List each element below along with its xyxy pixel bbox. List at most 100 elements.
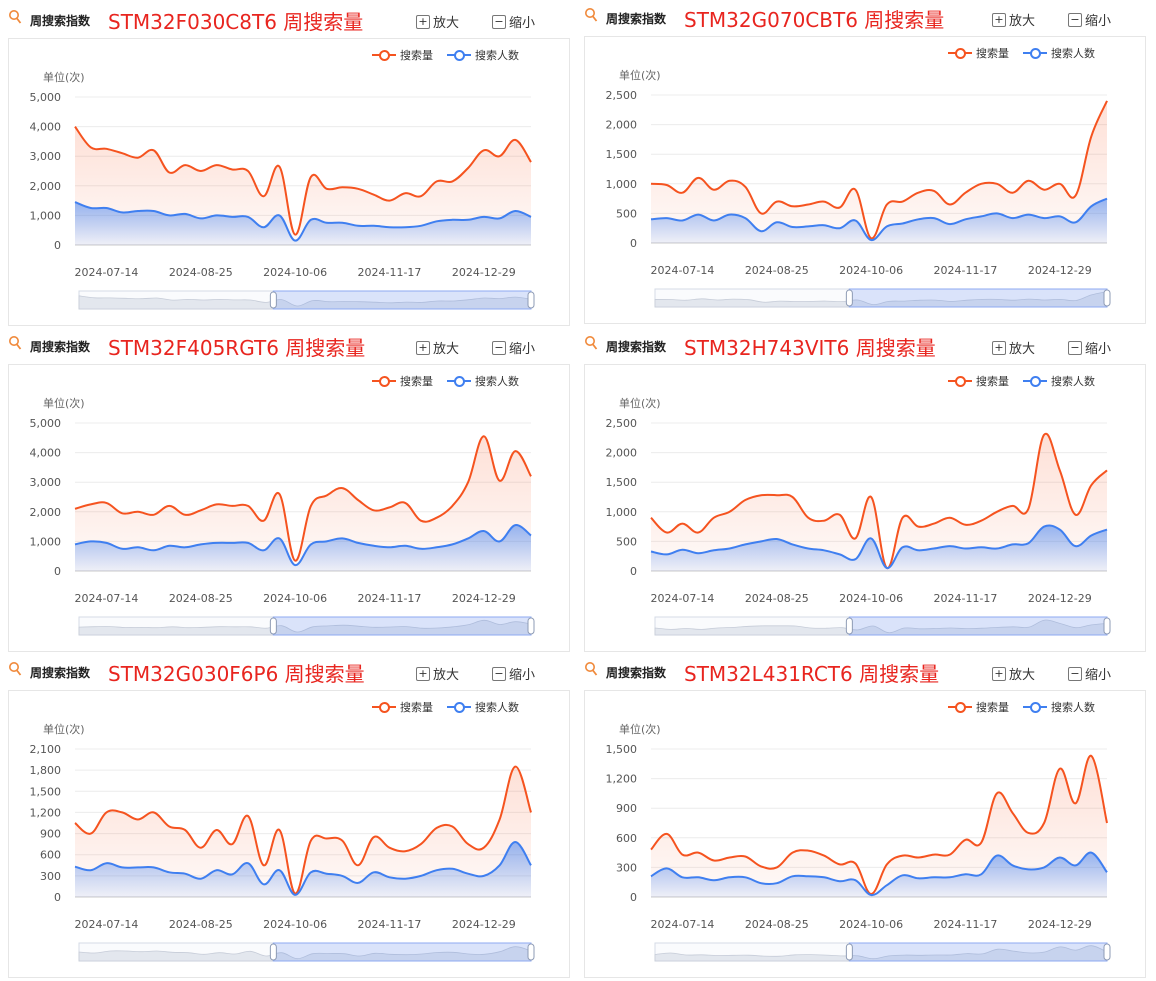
zoom-out-button[interactable]: − 缩小 bbox=[1068, 338, 1111, 357]
slider-handle[interactable] bbox=[845, 289, 853, 307]
search-area bbox=[75, 436, 531, 571]
zoom-out-button[interactable]: − 缩小 bbox=[1068, 10, 1111, 29]
chart-title: STM32H743VIT6 周搜索量 bbox=[684, 336, 936, 360]
people-series-line bbox=[650, 524, 1108, 569]
legend-item-search[interactable]: 搜索量 bbox=[372, 47, 433, 63]
slider-handle[interactable] bbox=[527, 291, 535, 309]
zoom-in-label: 放大 bbox=[1009, 668, 1036, 683]
slider-handle[interactable] bbox=[1103, 943, 1111, 961]
zoom-in-button[interactable]: + 放大 bbox=[416, 12, 459, 31]
slider-handle[interactable] bbox=[1103, 617, 1111, 635]
unit-label: 单位(次) bbox=[43, 397, 85, 410]
legend: 搜索量 搜索人数 bbox=[358, 47, 519, 63]
zoom-out-label: 缩小 bbox=[509, 342, 536, 357]
slider-handle[interactable] bbox=[527, 617, 535, 635]
zoom-out-button[interactable]: − 缩小 bbox=[1068, 664, 1111, 683]
legend-item-search[interactable]: 搜索量 bbox=[372, 699, 433, 715]
legend: 搜索量 搜索人数 bbox=[934, 373, 1095, 389]
plus-icon: + bbox=[416, 14, 430, 29]
plus-icon: + bbox=[992, 340, 1006, 355]
plot-svg: 0 1,000 2,000 3,000 4,000 5,000 2024-07-14 2024… bbox=[30, 91, 535, 310]
search-icon bbox=[9, 10, 22, 24]
y-tick-label: 2,500 bbox=[606, 89, 638, 102]
legend-item-people[interactable]: 搜索人数 bbox=[1023, 373, 1095, 389]
unit-label: 单位(次) bbox=[619, 69, 661, 82]
slider-selection bbox=[272, 616, 532, 636]
slider-handle[interactable] bbox=[845, 617, 853, 635]
legend-search-marker bbox=[948, 702, 972, 713]
data-zoom-slider[interactable] bbox=[654, 288, 1111, 308]
legend-people-label: 搜索人数 bbox=[1051, 375, 1095, 388]
data-zoom-slider[interactable] bbox=[78, 290, 535, 310]
y-tick-label: 300 bbox=[616, 861, 637, 874]
people-area bbox=[651, 198, 1107, 243]
search-icon bbox=[585, 336, 598, 350]
y-tick-label: 2,500 bbox=[606, 417, 638, 430]
legend-item-people[interactable]: 搜索人数 bbox=[1023, 45, 1095, 61]
legend-item-search[interactable]: 搜索量 bbox=[948, 45, 1009, 61]
chart-area: 搜索量 搜索人数 单位(次) 0 500 1,000 1,500 2,000 2,500 2… bbox=[584, 36, 1146, 324]
zoom-out-button[interactable]: − 缩小 bbox=[492, 12, 535, 31]
plot-svg: 0 500 1,000 1,500 2,000 2,500 2024-07-14 2024-0… bbox=[606, 89, 1111, 308]
legend-people-marker bbox=[447, 376, 471, 387]
y-tick-label: 500 bbox=[616, 207, 637, 220]
legend-item-people[interactable]: 搜索人数 bbox=[1023, 699, 1095, 715]
legend-search-marker bbox=[372, 376, 396, 387]
people-area bbox=[75, 842, 531, 897]
people-series-line bbox=[74, 524, 532, 567]
legend-people-marker bbox=[447, 702, 471, 713]
y-tick-label: 5,000 bbox=[30, 91, 62, 104]
panel-header: 周搜索指数 STM32G030F6P6 周搜索量 + 放大 − 缩小 bbox=[4, 656, 574, 690]
y-tick-label: 2,000 bbox=[30, 506, 62, 519]
legend-people-marker bbox=[1023, 702, 1047, 713]
zoom-out-label: 缩小 bbox=[1085, 342, 1112, 357]
zoom-out-button[interactable]: − 缩小 bbox=[492, 664, 535, 683]
chart-panel-6: 周搜索指数 STM32L431RCT6 周搜索量 + 放大 − 缩小 搜索量 搜索人… bbox=[580, 656, 1150, 981]
legend-item-people[interactable]: 搜索人数 bbox=[447, 47, 519, 63]
legend-item-people[interactable]: 搜索人数 bbox=[447, 373, 519, 389]
legend-item-search[interactable]: 搜索量 bbox=[372, 373, 433, 389]
y-tick-label: 1,500 bbox=[30, 785, 62, 798]
slider-handle[interactable] bbox=[845, 943, 853, 961]
data-zoom-slider[interactable] bbox=[78, 616, 535, 636]
legend-item-search[interactable]: 搜索量 bbox=[948, 699, 1009, 715]
search-series-line bbox=[650, 100, 1108, 240]
x-tick-label: 2024-11-17 bbox=[358, 266, 422, 279]
slider-handle[interactable] bbox=[527, 943, 535, 961]
legend-item-search[interactable]: 搜索量 bbox=[948, 373, 1009, 389]
plot-svg: 0 300 600 900 1,200 1,500 1,800 2,100 2024-07-14… bbox=[30, 743, 535, 962]
legend-search-marker bbox=[372, 50, 396, 61]
slider-handle[interactable] bbox=[1103, 289, 1111, 307]
zoom-in-button[interactable]: + 放大 bbox=[992, 10, 1035, 29]
y-tick-label: 1,200 bbox=[606, 773, 638, 786]
slider-preview bbox=[654, 945, 1108, 962]
zoom-in-button[interactable]: + 放大 bbox=[416, 338, 459, 357]
people-area bbox=[75, 202, 531, 245]
slider-selection bbox=[848, 288, 1108, 308]
legend-search-marker bbox=[948, 48, 972, 59]
zoom-in-button[interactable]: + 放大 bbox=[992, 338, 1035, 357]
data-zoom-slider[interactable] bbox=[654, 942, 1111, 962]
zoom-out-button[interactable]: − 缩小 bbox=[492, 338, 535, 357]
slider-handle[interactable] bbox=[269, 943, 277, 961]
x-tick-label: 2024-10-06 bbox=[839, 592, 903, 605]
data-zoom-slider[interactable] bbox=[78, 942, 535, 962]
legend-item-people[interactable]: 搜索人数 bbox=[447, 699, 519, 715]
legend-search-label: 搜索量 bbox=[976, 701, 1009, 714]
x-tick-label: 2024-07-14 bbox=[650, 918, 714, 931]
unit-label: 单位(次) bbox=[43, 723, 85, 736]
search-area bbox=[651, 100, 1107, 244]
search-series-line bbox=[74, 435, 532, 562]
people-series-line bbox=[650, 197, 1108, 242]
y-tick-label: 2,000 bbox=[606, 119, 638, 132]
slider-handle[interactable] bbox=[269, 617, 277, 635]
zoom-in-button[interactable]: + 放大 bbox=[992, 664, 1035, 683]
x-tick-label: 2024-12-29 bbox=[1028, 918, 1092, 931]
data-zoom-slider[interactable] bbox=[654, 616, 1111, 636]
slider-handle[interactable] bbox=[269, 291, 277, 309]
slider-selection bbox=[272, 942, 532, 962]
panel-header: 周搜索指数 STM32L431RCT6 周搜索量 + 放大 − 缩小 bbox=[580, 656, 1150, 690]
chart-panel-5: 周搜索指数 STM32G030F6P6 周搜索量 + 放大 − 缩小 搜索量 搜索人… bbox=[4, 656, 574, 981]
zoom-in-button[interactable]: + 放大 bbox=[416, 664, 459, 683]
y-tick-label: 3,000 bbox=[30, 150, 62, 163]
